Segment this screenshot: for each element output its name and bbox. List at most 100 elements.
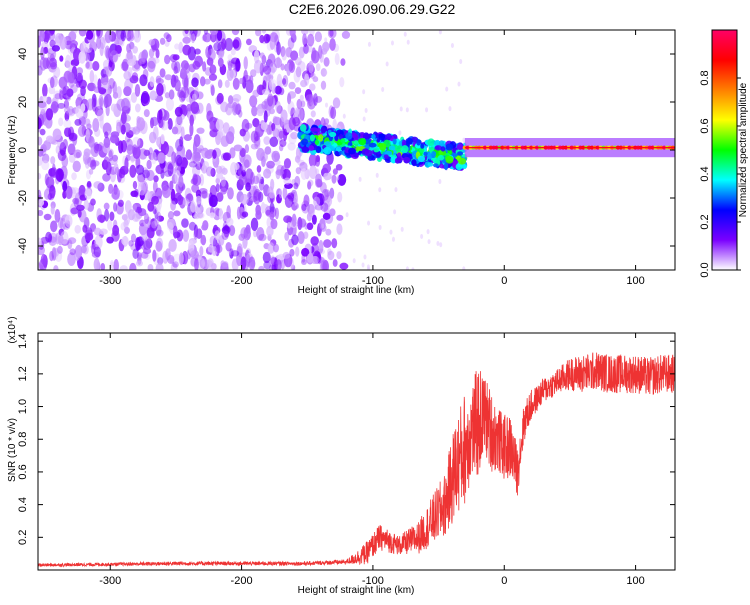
- spectrogram-cell: [367, 41, 371, 47]
- spectrogram-cell: [116, 98, 126, 111]
- spectrogram-cell: [182, 36, 191, 44]
- spectrogram-cell: [80, 41, 87, 54]
- spectrogram-cell: [148, 48, 155, 58]
- spectrogram-cell: [289, 248, 295, 257]
- spectrogram-cell: [213, 42, 222, 52]
- spectrogram-cell: [101, 82, 111, 89]
- snr-series-line: [38, 352, 675, 568]
- snr-xtick-label: -200: [231, 575, 253, 587]
- colorbar-tick-label: 0.4: [699, 166, 711, 181]
- spectrogram-cell: [99, 42, 104, 57]
- spectrogram-cell: [155, 75, 162, 84]
- spectrogram-cell: [233, 144, 243, 152]
- spectrogram-cell: [149, 117, 155, 129]
- spectrogram-cell: [177, 187, 183, 195]
- spectrogram-cell: [303, 231, 309, 239]
- spectrogram-cell: [266, 225, 274, 237]
- spectrogram-cell: [91, 97, 97, 112]
- spectrogram-cell: [323, 146, 332, 155]
- spectrogram-cell: [251, 105, 258, 117]
- spectrogram-cell: [157, 152, 166, 164]
- spectrogram-cell: [178, 90, 186, 103]
- spectrogram-cell: [323, 57, 330, 67]
- snr-frame: [37, 332, 676, 571]
- spectrogram-cell: [293, 182, 299, 190]
- spectrogram-cell: [220, 187, 227, 195]
- spectrogram-cell: [320, 80, 327, 90]
- spectrogram-cell: [334, 53, 340, 65]
- spectrogram-cell: [76, 204, 85, 211]
- spectrogram-cell: [300, 79, 308, 88]
- spectrogram-cell: [49, 76, 55, 89]
- spectrogram-cell: [78, 184, 86, 198]
- spectrogram-cell: [314, 139, 320, 145]
- spectrogram-cell: [62, 87, 67, 96]
- spectrogram-cell: [206, 258, 215, 270]
- spectrogram-cell: [425, 107, 429, 113]
- spectrogram-cell: [118, 168, 126, 179]
- spectrogram-cell: [297, 216, 303, 231]
- spectrogram-cell: [322, 163, 332, 174]
- spectrogram-cell: [155, 164, 164, 175]
- spectrogram-cell: [66, 88, 74, 98]
- spectrogram-cell: [420, 143, 425, 149]
- spectrogram-cell: [147, 60, 156, 73]
- spectrogram-cell: [40, 46, 45, 60]
- spectrogram-cell: [174, 79, 181, 92]
- spectrogram-cell: [280, 46, 286, 58]
- spectrogram-cell: [318, 134, 324, 142]
- colorbar-tick-label: 0.6: [699, 118, 711, 133]
- spectrogram-cell: [336, 223, 343, 235]
- spectrogram-cell: [129, 262, 137, 270]
- spectrogram-cell: [183, 134, 192, 142]
- spectrogram-cell: [59, 36, 67, 50]
- spectrogram-cell: [401, 139, 407, 147]
- spectrogram-cell: [121, 105, 130, 116]
- spectrogram-cell: [236, 206, 241, 220]
- spectrogram-cell: [379, 143, 387, 151]
- spectrogram-cell: [204, 150, 213, 159]
- spectrogram-cell: [161, 184, 169, 195]
- spectrogram-cell: [163, 32, 170, 40]
- spectrogram-cell: [132, 204, 137, 212]
- spectrogram-cell: [320, 259, 329, 270]
- spectrogram-cell: [272, 243, 280, 253]
- spectrogram-cell: [165, 145, 174, 158]
- spectrogram-cell: [54, 208, 61, 223]
- spectrogram-cell: [138, 148, 148, 160]
- spectrogram-cell: [335, 163, 343, 171]
- spectrogram-cell: [59, 90, 64, 101]
- spectrogram-cell: [436, 241, 440, 247]
- spectrogram-cell: [411, 267, 415, 270]
- spectrogram-cell: [38, 100, 48, 112]
- spectrogram-cell: [373, 147, 380, 153]
- spectrogram-cell: [80, 103, 86, 113]
- spectrogram-cell: [261, 30, 267, 34]
- spectrogram-cell: [212, 149, 217, 159]
- spectrogram-cell: [324, 175, 328, 181]
- spectrogram-cell: [50, 75, 58, 88]
- spectrogram-cell: [84, 118, 91, 127]
- spectrogram-cell: [120, 97, 130, 111]
- spectrogram-cell: [323, 141, 332, 147]
- spectrogram-cell: [171, 61, 178, 71]
- spectrogram-cell: [152, 57, 160, 64]
- spectrogram-cell: [43, 140, 51, 151]
- spectrogram-cell: [426, 229, 430, 235]
- spectrogram-cell: [143, 240, 151, 251]
- spectrogram-cell: [291, 213, 297, 227]
- spectrogram-cell: [340, 58, 346, 66]
- spectrogram-cell: [151, 220, 158, 229]
- spectrogram-cell: [283, 158, 292, 169]
- spectrogram-cell: [47, 178, 54, 186]
- spectrogram-cell: [182, 198, 190, 206]
- spectrogram-cell: [139, 74, 148, 87]
- spectrogram-cell: [270, 255, 276, 263]
- spectrogram-cell: [191, 184, 200, 193]
- spectrogram-cell: [282, 251, 291, 259]
- spectrogram-cell: [215, 183, 220, 193]
- spectrogram-cell: [59, 55, 64, 62]
- spectrogram-cell: [288, 81, 296, 90]
- spectrogram-cell: [353, 152, 359, 158]
